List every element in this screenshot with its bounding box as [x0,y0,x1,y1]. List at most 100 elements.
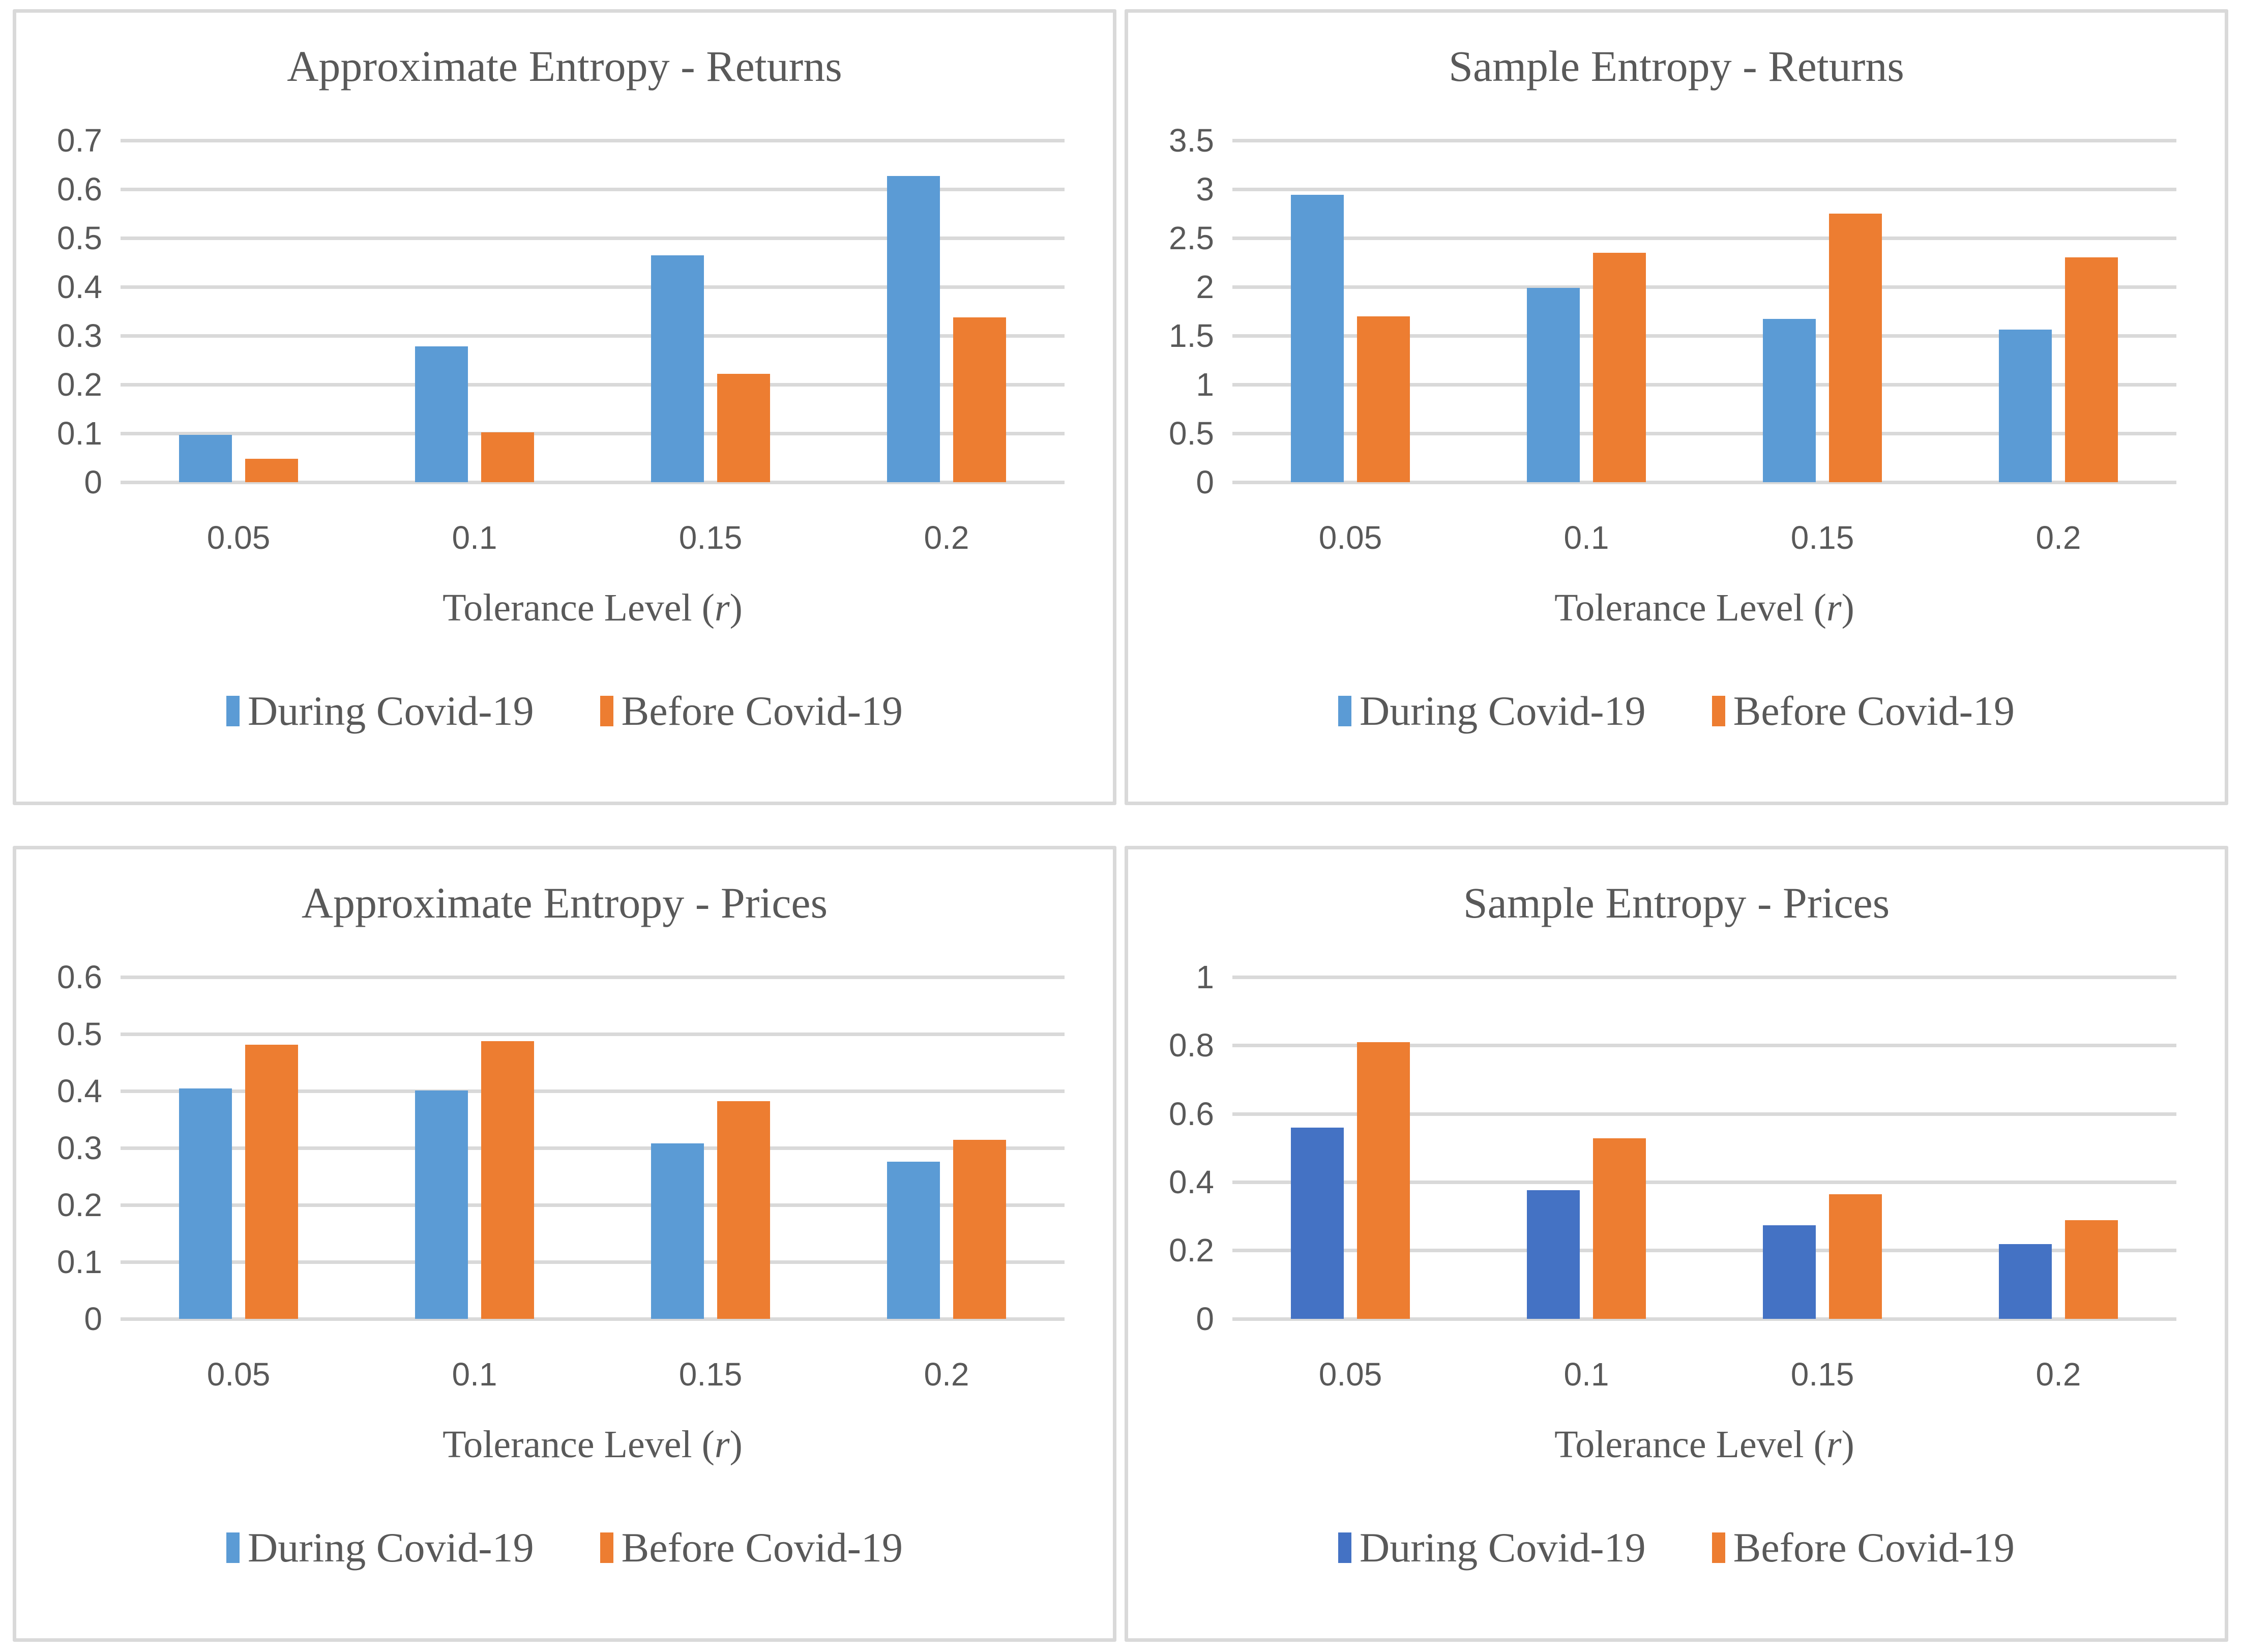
y-axis-tick-label: 0.3 [57,317,102,354]
chart-title: Approximate Entropy - Returns [287,42,842,91]
bar-during-covid-19 [1763,1225,1816,1319]
gridline [121,334,1065,338]
legend-label-before-covid: Before Covid-19 [1733,1524,2015,1571]
gridline [1232,431,2176,435]
legend-item-during-covid: During Covid-19 [1338,687,1646,735]
bar-during-covid-19 [1291,195,1344,482]
bar-during-covid-19 [1999,1244,2052,1319]
bar-before-covid-19 [717,373,770,482]
y-axis-tick-label: 3 [1196,170,1214,208]
bar-during-covid-19 [1763,319,1816,482]
legend-label-during-covid: During Covid-19 [1360,687,1646,734]
x-axis-category-label: 0.05 [206,519,271,556]
bar-during-covid-19 [651,1143,704,1319]
gridline [121,431,1065,435]
x-axis-category-label: 0.15 [678,519,743,556]
bar-during-covid-19 [415,346,468,482]
x-axis-category-label: 0.05 [206,1355,271,1393]
bar-before-covid-19 [245,1045,298,1319]
gridline [1232,285,2176,289]
y-axis-tick-label: 1.5 [1169,317,1214,354]
x-axis-title-suffix: ) [1841,586,1854,629]
bar-group [1468,140,1704,482]
y-axis-tick-label: 0 [1196,463,1214,500]
gridline [121,480,1065,484]
gridline [1232,187,2176,191]
bar-during-covid-19 [1291,1127,1344,1319]
legend-label-before-covid: Before Covid-19 [1733,687,2015,734]
legend-label-before-covid: Before Covid-19 [621,687,903,734]
y-axis-tick-label: 0.3 [57,1129,102,1166]
bar-group [1704,140,1940,482]
gridline [121,236,1065,240]
gridline [1232,138,2176,142]
gridline [121,382,1065,387]
chart-panel-approximate-entropy-returns: Approximate Entropy - Returns 0.7 0.6 0.5 0… [13,9,1116,805]
chart-title: Sample Entropy - Prices [1463,878,1890,927]
bar-before-covid-19 [2065,1220,2118,1319]
bar-groups [1232,140,2176,482]
legend-label-before-covid: Before Covid-19 [621,1524,903,1571]
y-axis-tick-label: 0.5 [57,1015,102,1052]
chart-title: Sample Entropy - Returns [1449,42,1904,91]
legend-item-during-covid: During Covid-19 [226,1524,534,1572]
bar-group [1232,140,1468,482]
x-axis-title-prefix: Tolerance Level ( [1554,1423,1826,1466]
bar-before-covid-19 [1829,213,1882,482]
x-axis-category-labels: 0.05 0.1 0.15 0.2 [121,1355,1065,1393]
bar-during-covid-19 [415,1090,468,1319]
bar-before-covid-19 [1829,1194,1882,1319]
bar-group [593,977,829,1319]
legend-label-during-covid: During Covid-19 [248,1524,534,1571]
x-axis-category-labels: 0.05 0.1 0.15 0.2 [121,519,1065,556]
y-axis-tick-label: 1 [1196,958,1214,995]
plot-area: 1 0.8 0.6 0.4 0.2 0 [1169,959,2176,1337]
bar-before-covid-19 [2065,257,2118,482]
bar-group [829,977,1065,1319]
gridline [1232,236,2176,240]
legend-marker-during-covid [1338,1532,1351,1563]
x-axis-category-label: 0.1 [1563,519,1609,556]
bar-during-covid-19 [179,1088,232,1319]
x-axis-title: Tolerance Level (r) [121,1423,1065,1467]
gridline [121,1317,1065,1321]
legend-item-before-covid: Before Covid-19 [1712,1524,2015,1572]
y-axis-tick-label: 1 [1196,366,1214,403]
bar-group [1468,977,1704,1319]
y-axis-tick-label: 0.2 [57,366,102,403]
legend-item-before-covid: Before Covid-19 [600,1524,903,1572]
y-axis-tick-label: 0.5 [1169,415,1214,452]
y-axis-tick-label: 2 [1196,268,1214,305]
x-axis-title-suffix: ) [729,586,743,629]
y-axis-tick-label: 0 [1196,1300,1214,1337]
y-axis-tick-label: 0.2 [1169,1232,1214,1269]
y-axis-tick-label: 0.6 [1169,1095,1214,1132]
bar-group [121,140,357,482]
gridline [121,138,1065,142]
x-axis-category-labels: 0.05 0.1 0.15 0.2 [1232,1355,2176,1393]
chart-title: Approximate Entropy - Prices [301,878,828,927]
x-axis-title-suffix: ) [1841,1423,1854,1466]
x-axis-category-label: 0.05 [1318,519,1382,556]
legend-marker-before-covid [1712,1532,1725,1563]
gridline [1232,1181,2176,1185]
x-axis-title-variable: r [714,1423,730,1466]
y-axis-tick-label: 0.1 [57,1243,102,1280]
legend-marker-before-covid [1712,695,1725,726]
legend: During Covid-19 Before Covid-19 [1128,687,2225,735]
y-axis-tick-label: 0.2 [57,1186,102,1223]
bar-during-covid-19 [887,1161,940,1319]
x-axis-category-label: 0.15 [678,1355,743,1393]
legend-item-during-covid: During Covid-19 [1338,1524,1646,1572]
bar-during-covid-19 [1527,287,1580,482]
gridline [1232,382,2176,387]
x-axis-title-prefix: Tolerance Level ( [442,586,715,629]
bar-during-covid-19 [651,255,704,482]
gridline [121,1089,1065,1093]
legend-label-during-covid: During Covid-19 [1360,1524,1646,1571]
chart-panel-sample-entropy-prices: Sample Entropy - Prices 1 0.8 0.6 0.4 0.2 0 0… [1125,846,2228,1642]
gridline [1232,1249,2176,1253]
gridline [121,975,1065,979]
y-axis-tick-label: 0.7 [57,122,102,159]
gridline [121,187,1065,191]
